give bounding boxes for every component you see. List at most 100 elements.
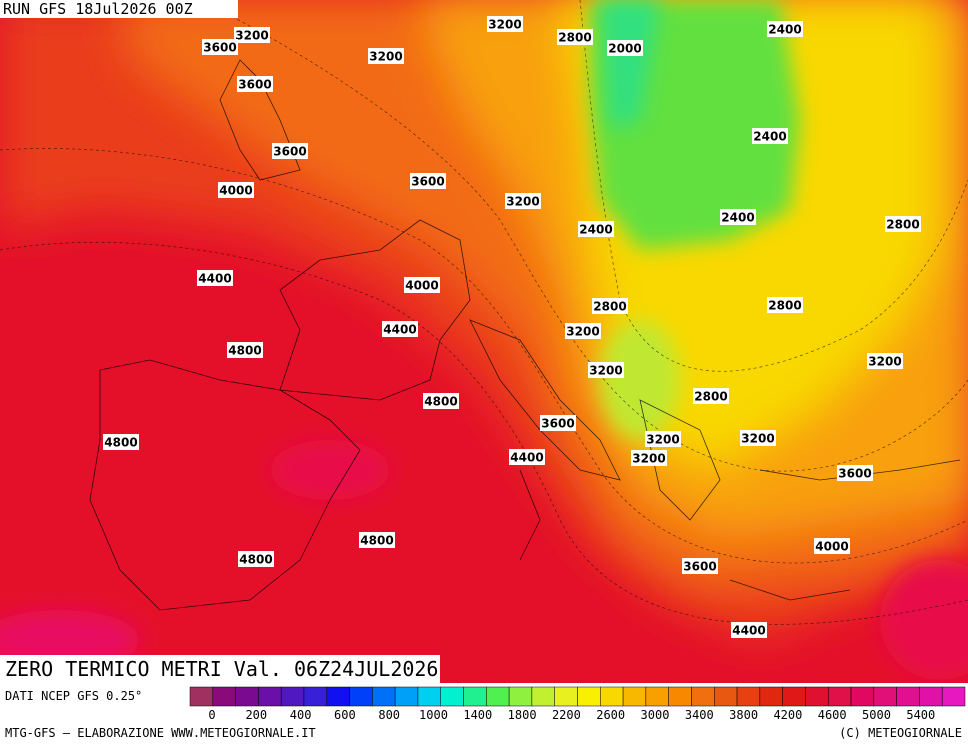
contour-label: 4400 (510, 451, 543, 465)
label-box (540, 415, 576, 431)
contour-label: 3200 (632, 452, 665, 466)
label-box (509, 449, 545, 465)
run-label: RUN GFS 18Jul2026 00Z (3, 0, 193, 18)
swatch (235, 686, 259, 707)
map-title: ZERO TERMICO METRI Val. 06Z24JUL2026 (5, 657, 438, 681)
label-box (410, 173, 446, 189)
contours (0, 0, 968, 625)
contour-label: 3600 (541, 417, 574, 431)
label-box (592, 298, 628, 314)
scale-label: 400 (290, 708, 312, 722)
credit: MTG-GFS — ELABORAZIONE WWW.METEOGIORNALE… (5, 726, 316, 740)
label-box (693, 388, 729, 404)
swatch (827, 686, 852, 707)
scale-label: 2600 (596, 708, 625, 722)
label-box (565, 323, 601, 339)
label-box (607, 40, 643, 56)
swatch (919, 686, 943, 707)
scale-label: 0 (208, 708, 215, 722)
scale-label: 600 (334, 708, 356, 722)
contour-label: 2800 (886, 218, 919, 232)
swatch (691, 686, 715, 707)
swatch (326, 686, 350, 707)
contour-label: 4000 (405, 279, 438, 293)
label-box (227, 342, 263, 358)
contour-label: 3200 (235, 29, 268, 43)
contour-label: 2400 (753, 130, 786, 144)
swatch (440, 686, 464, 707)
label-box (505, 193, 541, 209)
label-box (682, 558, 718, 574)
contour-label: 2000 (608, 42, 641, 56)
label-box (202, 39, 238, 55)
swatch (736, 686, 761, 707)
label-box (423, 393, 459, 409)
contour-label: 3200 (741, 432, 774, 446)
swatch (622, 686, 647, 707)
swatch (554, 686, 578, 707)
contour-label: 3600 (683, 560, 716, 574)
swatch (645, 686, 669, 707)
contour-label: 3200 (488, 18, 521, 32)
label-box (885, 216, 921, 232)
label-box (103, 434, 139, 450)
contour-label: 4800 (239, 553, 272, 567)
contour-label: 3200 (369, 50, 402, 64)
contour-label: 2800 (694, 390, 727, 404)
swatch (303, 686, 328, 707)
map-field (0, 0, 968, 683)
color-scale: 0 200 400 600 800 1000 1400 1800 2200 2600 3000 340… (189, 686, 966, 722)
scale-label: 1000 (419, 708, 448, 722)
label-box (557, 29, 593, 45)
contour-label: 2400 (579, 223, 612, 237)
contour-label: 3200 (646, 433, 679, 447)
contour-label: 3600 (411, 175, 444, 189)
swatch (508, 686, 533, 707)
label-box (767, 297, 803, 313)
swatch (577, 686, 601, 707)
contour-label: 3600 (838, 467, 871, 481)
scale-label: 4600 (818, 708, 847, 722)
scale-label: 4200 (773, 708, 802, 722)
label-box (404, 277, 440, 293)
swatch (850, 686, 875, 707)
scale-label: 5000 (862, 708, 891, 722)
contour-label: 2800 (593, 300, 626, 314)
label-box (272, 143, 308, 159)
label-box (867, 353, 903, 369)
scale-label: 3800 (729, 708, 758, 722)
contour-label: 2400 (768, 23, 801, 37)
label-box (720, 209, 756, 225)
label-box (382, 321, 418, 337)
source: DATI NCEP GFS 0.25° (5, 689, 142, 703)
contour-label: 3200 (506, 195, 539, 209)
swatch (212, 686, 236, 707)
swatch (463, 686, 487, 707)
contour-label: 4800 (360, 534, 393, 548)
swatch (805, 686, 829, 707)
scale-label: 800 (378, 708, 400, 722)
label-box (578, 221, 614, 237)
contour-label: 2400 (721, 211, 754, 225)
swatch (759, 686, 783, 707)
swatch (486, 686, 510, 707)
contour-label: 3200 (868, 355, 901, 369)
label-box (218, 182, 254, 198)
label-box (645, 431, 681, 447)
label-box (234, 27, 270, 43)
label-box (588, 362, 624, 378)
swatch (372, 686, 396, 707)
swatch (896, 686, 920, 707)
label-box (197, 270, 233, 286)
swatch (531, 686, 555, 707)
title-box (0, 655, 440, 683)
label-box (359, 532, 395, 548)
scale-label: 3000 (641, 708, 670, 722)
swatch (394, 686, 419, 707)
scale-label: 2200 (552, 708, 581, 722)
label-box (631, 450, 667, 466)
contour-label: 4400 (383, 323, 416, 337)
contour-label: 4800 (104, 436, 137, 450)
